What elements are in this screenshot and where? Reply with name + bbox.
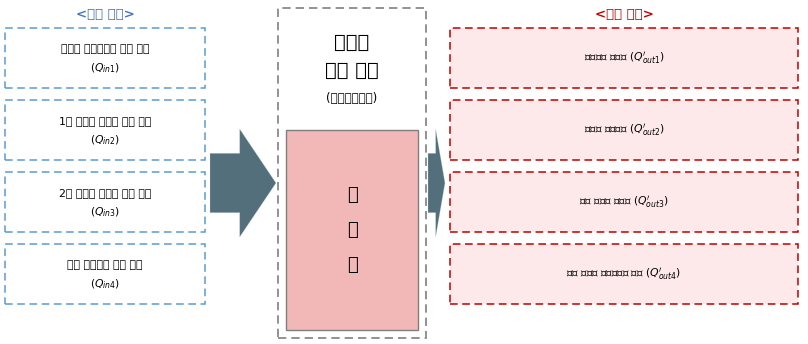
Bar xyxy=(450,172,798,232)
Text: ($Q_{in3}$): ($Q_{in3}$) xyxy=(90,205,120,219)
Text: <입열 항목>: <입열 항목> xyxy=(76,8,134,21)
Text: 소각로 방열손실 ($Q_{out2}^{\prime}$): 소각로 방열손실 ($Q_{out2}^{\prime}$) xyxy=(583,122,664,138)
Polygon shape xyxy=(210,129,276,237)
Bar xyxy=(5,100,205,160)
Text: ($Q_{in2}$): ($Q_{in2}$) xyxy=(90,133,120,147)
Text: 열정산: 열정산 xyxy=(335,32,369,52)
Text: 소각 잔재물 배출열 ($Q_{out3}^{\prime}$): 소각 잔재물 배출열 ($Q_{out3}^{\prime}$) xyxy=(579,194,669,210)
Bar xyxy=(450,244,798,304)
Text: 경계 범위: 경계 범위 xyxy=(325,61,379,79)
Text: ($Q_{in1}$): ($Q_{in1}$) xyxy=(90,61,120,75)
Bar xyxy=(5,172,205,232)
Text: 투입 폐기물의 보유 열량: 투입 폐기물의 보유 열량 xyxy=(67,260,143,270)
Bar xyxy=(278,8,426,338)
Text: <출열 항목>: <출열 항목> xyxy=(595,8,654,21)
Text: (보일러분리형): (보일러분리형) xyxy=(326,92,377,105)
Text: 1차 연소용 공기의 공급 열량: 1차 연소용 공기의 공급 열량 xyxy=(59,116,151,126)
Text: 배출가스 보유열 ($Q_{out1}^{\prime}$): 배출가스 보유열 ($Q_{out1}^{\prime}$) xyxy=(583,50,664,66)
Text: ($Q_{in4}$): ($Q_{in4}$) xyxy=(90,277,120,291)
Polygon shape xyxy=(428,129,445,237)
Text: 2차 연소용 공기의 공급 열량: 2차 연소용 공기의 공급 열량 xyxy=(59,188,151,198)
Bar xyxy=(450,100,798,160)
Text: 소각로 보조연료의 공급 열량: 소각로 보조연료의 공급 열량 xyxy=(61,44,149,54)
Bar xyxy=(5,244,205,304)
Bar xyxy=(286,130,418,330)
Text: 소
각
로: 소 각 로 xyxy=(347,186,357,274)
Bar xyxy=(5,28,205,88)
Bar xyxy=(450,28,798,88)
Text: 소각 잔재물 미연탄소분 열량 ($Q_{out4}^{\prime}$): 소각 잔재물 미연탄소분 열량 ($Q_{out4}^{\prime}$) xyxy=(566,266,681,282)
